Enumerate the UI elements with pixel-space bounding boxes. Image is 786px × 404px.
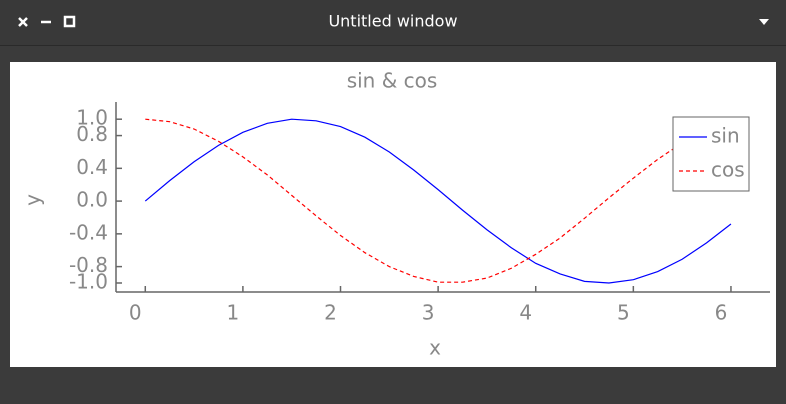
x-tick-label: 0	[129, 301, 142, 325]
window-controls[interactable]	[18, 15, 76, 28]
maximize-icon[interactable]	[63, 15, 76, 28]
y-tick-label: 0.0	[76, 188, 108, 212]
separator	[0, 45, 786, 46]
x-tick-label: 6	[715, 301, 728, 325]
close-icon[interactable]	[18, 17, 28, 27]
series-line	[145, 118, 732, 283]
y-tick-label: 0.8	[76, 122, 108, 146]
window-title: Untitled window	[328, 12, 457, 31]
chart-title: sin & cos	[347, 69, 438, 93]
y-tick-label: -0.4	[69, 220, 108, 244]
x-tick-label: 4	[519, 301, 532, 325]
y-tick-label: 0.4	[76, 155, 108, 179]
title-bar	[0, 0, 786, 45]
x-tick-label: 5	[617, 301, 630, 325]
y-tick-label: 1.0	[76, 106, 108, 130]
series-line	[144, 118, 732, 284]
y-axis-label: y	[21, 194, 45, 206]
legend-box	[672, 116, 750, 192]
x-axis-label: x	[429, 336, 441, 360]
x-tick-label: 2	[324, 301, 337, 325]
x-tick-label: 1	[227, 301, 240, 325]
legend-label: sin	[711, 124, 740, 148]
y-tick-label: -1.0	[69, 269, 108, 293]
menu-arrow[interactable]	[759, 19, 769, 25]
plot-canvas	[10, 62, 776, 367]
x-tick-label: 3	[422, 301, 435, 325]
y-tick-label: -0.8	[69, 253, 108, 277]
legend-label: cos	[711, 158, 745, 182]
